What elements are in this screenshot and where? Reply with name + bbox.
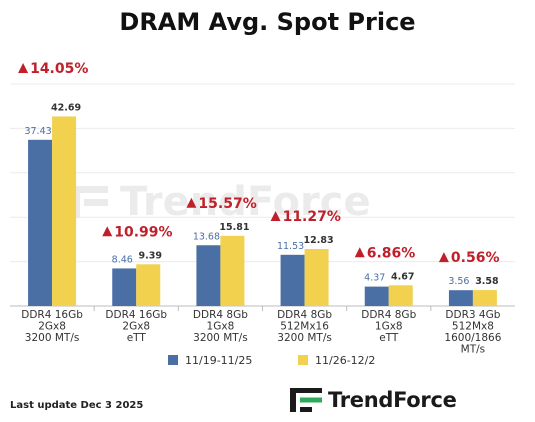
- brand-name: TrendForce: [328, 388, 457, 412]
- category-label: 512Mx16: [280, 321, 329, 333]
- legend-label: 11/26-12/2: [315, 354, 375, 367]
- category-label: DDR4 16Gb: [105, 309, 167, 321]
- data-label: 13.68: [193, 231, 220, 242]
- bar-1: [28, 139, 53, 306]
- change-percent: 11.27%: [283, 209, 341, 225]
- category-label: 3200 MT/s: [193, 332, 248, 344]
- bar-2: [388, 285, 413, 306]
- data-label: 15.81: [219, 222, 249, 233]
- data-label: 4.67: [391, 271, 414, 282]
- change-percent: 10.99%: [114, 224, 172, 240]
- data-label: 4.37: [364, 273, 385, 284]
- legend-label: 11/19-11/25: [185, 354, 252, 367]
- category-label: 3200 MT/s: [25, 332, 80, 344]
- category-label: DDR4 8Gb: [277, 309, 332, 321]
- category-label: 1600/1866: [444, 332, 501, 344]
- category-label: eTT: [127, 332, 147, 344]
- up-triangle-icon: [186, 197, 197, 208]
- up-triangle-icon: [270, 211, 281, 222]
- bar-1: [196, 245, 221, 306]
- bar-1: [112, 268, 137, 306]
- category-label: 2Gx8: [38, 321, 66, 333]
- data-label: 3.56: [448, 276, 469, 287]
- trendforce-logo-icon: [290, 388, 322, 412]
- category-label: eTT: [379, 332, 399, 344]
- category-label: 1Gx8: [375, 321, 403, 333]
- data-label: 42.69: [51, 102, 81, 113]
- data-label: 8.46: [112, 254, 133, 265]
- up-triangle-icon: [438, 252, 449, 263]
- up-triangle-icon: [354, 247, 365, 258]
- chart-title: DRAM Avg. Spot Price: [119, 8, 416, 36]
- category-label: DDR4 16Gb: [21, 309, 83, 321]
- data-label: 9.39: [139, 250, 162, 261]
- up-triangle-icon: [102, 226, 113, 237]
- bar-1: [448, 290, 473, 306]
- data-label: 11.53: [277, 241, 304, 252]
- data-label: 3.58: [475, 276, 499, 287]
- last-update-text: Last update Dec 3 2025: [10, 400, 144, 411]
- category-label: DDR4 8Gb: [361, 309, 416, 321]
- up-triangle-icon: [18, 63, 29, 73]
- category-label: 3200 MT/s: [277, 332, 332, 344]
- legend-swatch: [168, 355, 178, 365]
- bar-1: [280, 254, 305, 306]
- category-label: 2Gx8: [122, 321, 150, 333]
- category-label: 1Gx8: [207, 321, 235, 333]
- change-percent: 0.56%: [451, 250, 500, 266]
- bar-2: [52, 116, 77, 307]
- bar-2: [136, 264, 161, 306]
- bar-2: [304, 249, 329, 306]
- bar-2: [220, 235, 245, 306]
- bar-1: [364, 286, 389, 306]
- data-label: 37.43: [24, 126, 51, 137]
- brand-logo: TrendForce: [290, 386, 457, 414]
- change-percent: 6.86%: [367, 245, 416, 261]
- data-label: 12.83: [304, 235, 334, 246]
- change-percent: 14.05%: [30, 61, 88, 77]
- category-label: DDR4 8Gb: [193, 309, 248, 321]
- category-label: DDR3 4Gb: [445, 309, 500, 321]
- legend-swatch: [298, 355, 308, 365]
- category-label: MT/s: [461, 344, 485, 356]
- bar-2: [472, 290, 497, 306]
- category-label: 512Mx8: [452, 321, 494, 333]
- change-percent: 15.57%: [198, 196, 256, 212]
